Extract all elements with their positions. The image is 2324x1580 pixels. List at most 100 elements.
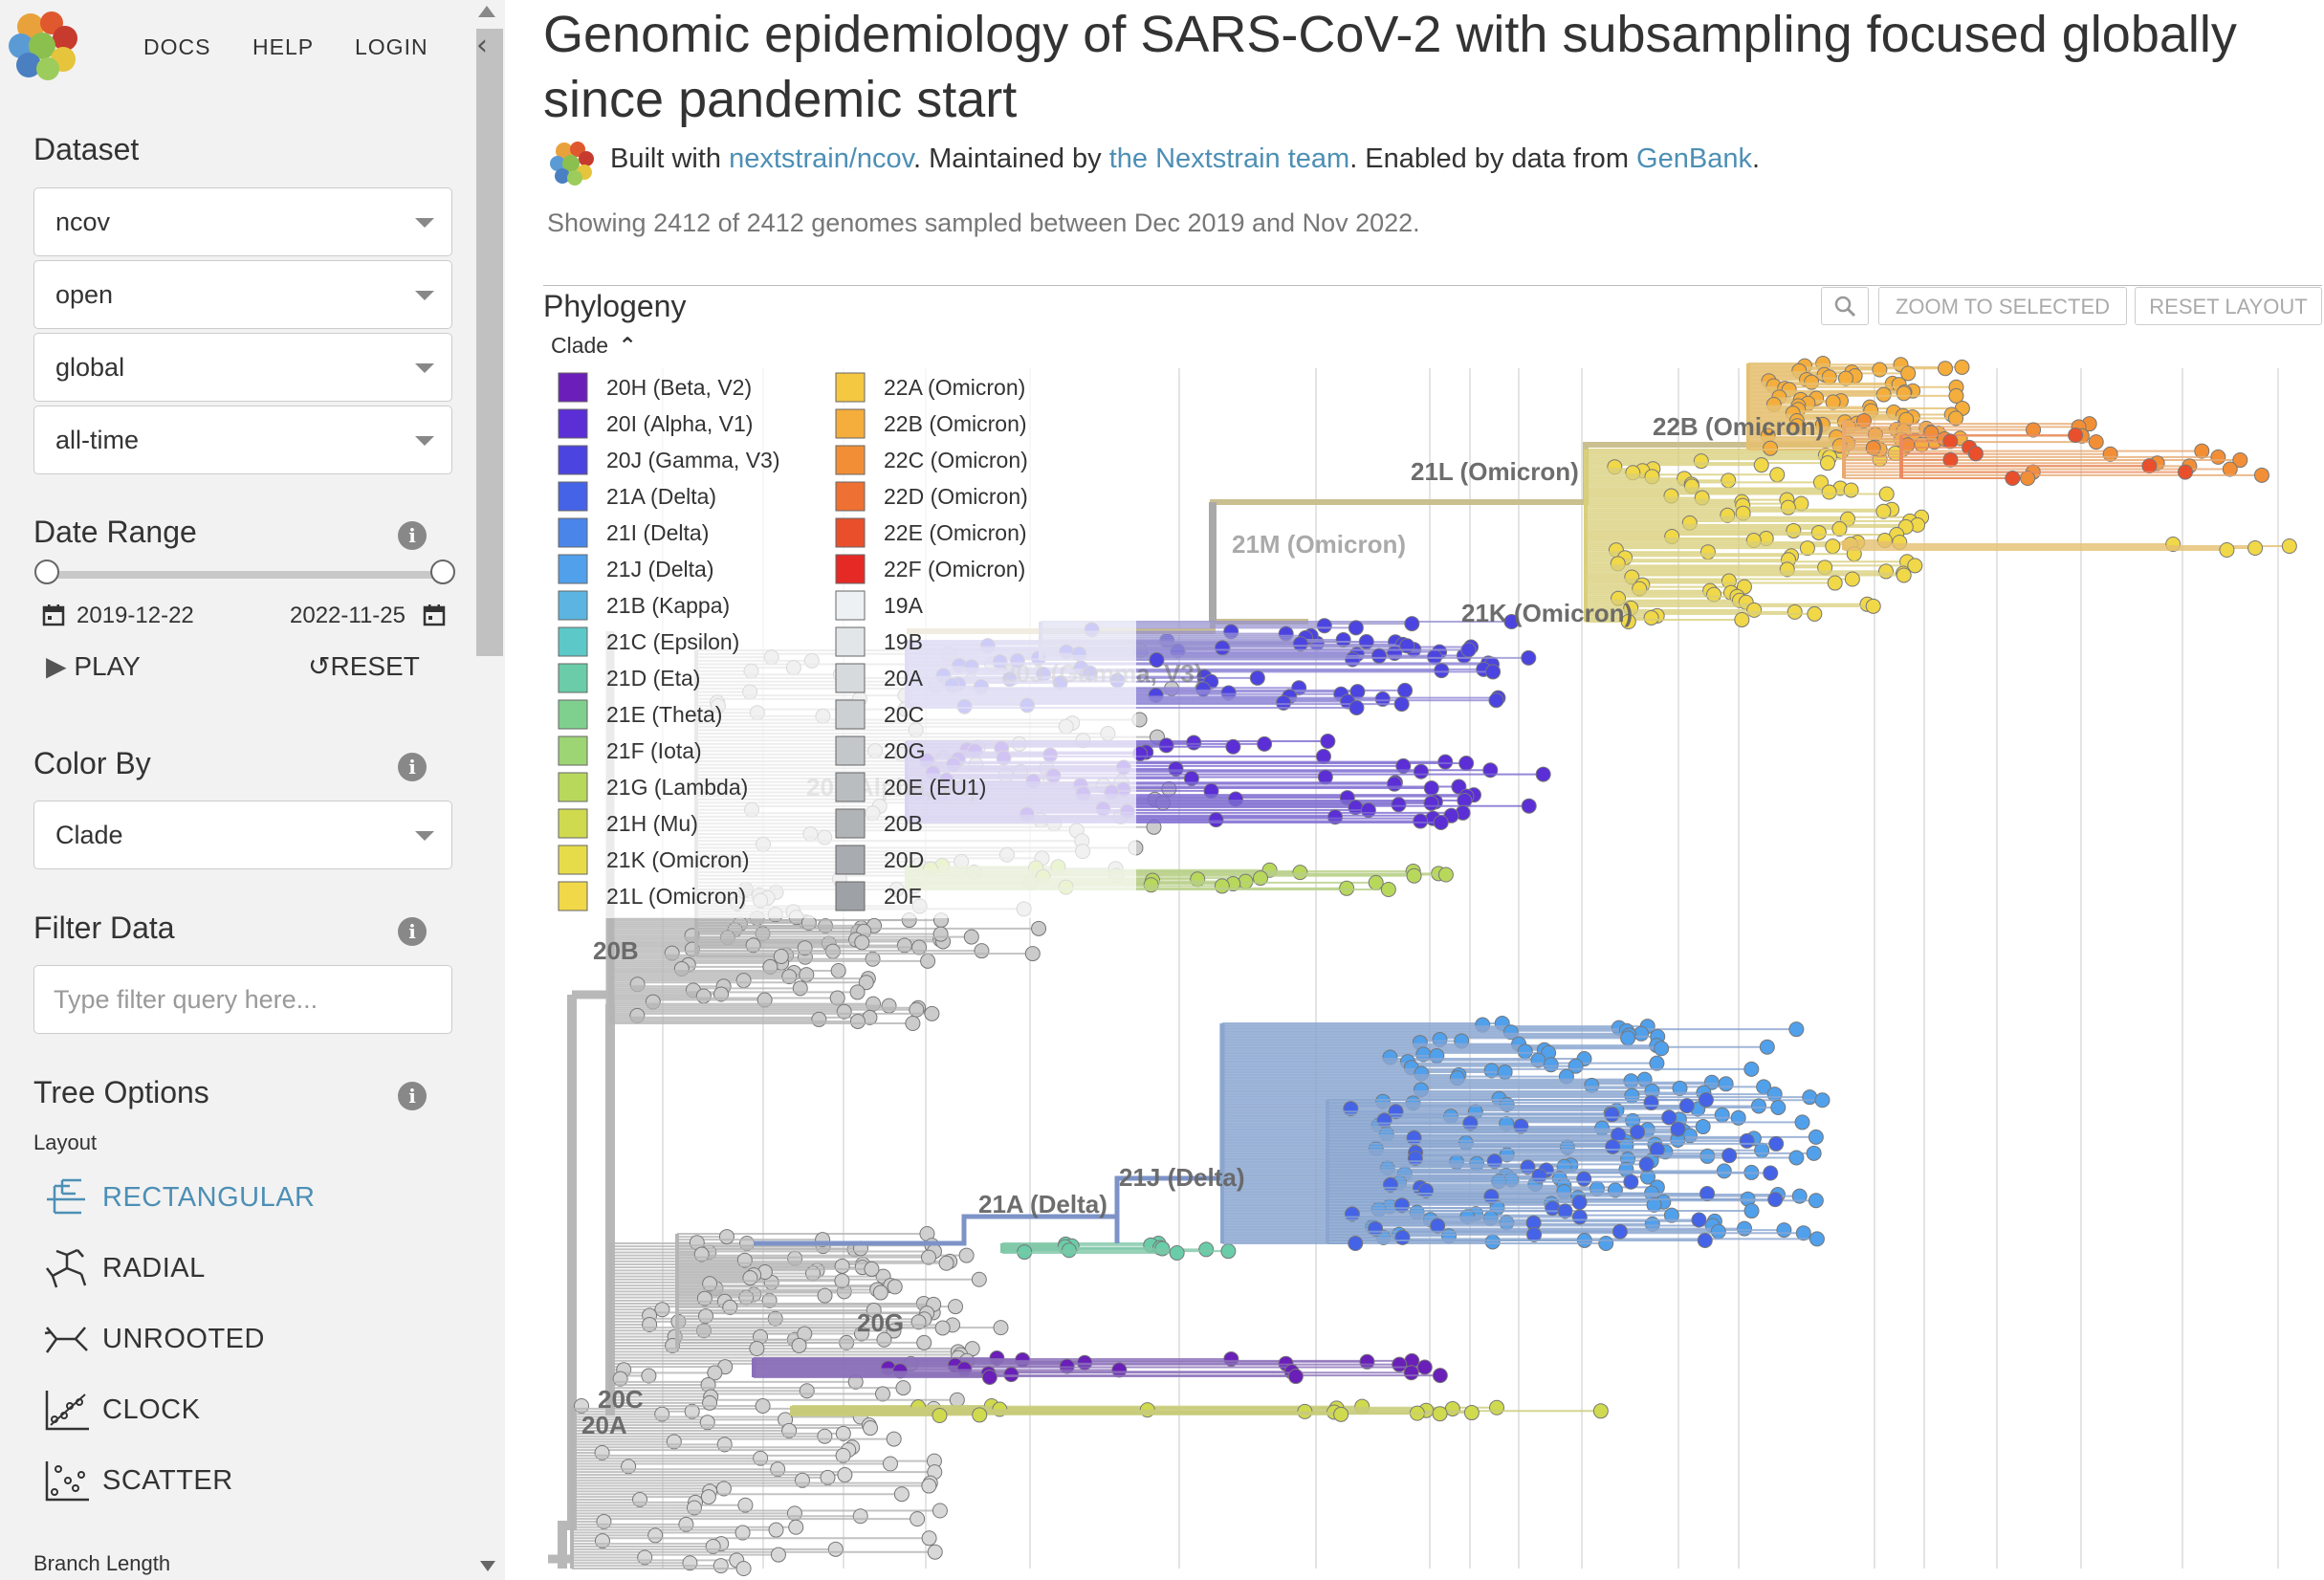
- legend-label[interactable]: 21I (Delta): [606, 520, 709, 545]
- tree-tip[interactable]: [1643, 1095, 1659, 1111]
- tree-tip[interactable]: [1406, 867, 1422, 884]
- tree-tip[interactable]: [1630, 1124, 1646, 1140]
- tree-tip[interactable]: [1780, 499, 1796, 516]
- legend-swatch[interactable]: [835, 517, 866, 548]
- tree-tip[interactable]: [963, 929, 979, 945]
- tree-tip[interactable]: [1794, 1114, 1810, 1130]
- tree-tip[interactable]: [1444, 1400, 1460, 1416]
- tree-tip[interactable]: [770, 1547, 786, 1563]
- play-button[interactable]: ▶ PLAY: [46, 650, 141, 682]
- tree-tip[interactable]: [773, 949, 789, 964]
- tree-tip[interactable]: [1806, 1145, 1822, 1161]
- tree-tip[interactable]: [1734, 611, 1750, 627]
- legend-label[interactable]: 21D (Eta): [606, 666, 700, 691]
- tree-tip[interactable]: [1223, 624, 1239, 640]
- legend-label[interactable]: 20E (EU1): [884, 775, 986, 800]
- tree-tip[interactable]: [642, 1317, 658, 1332]
- tree-tip[interactable]: [1699, 544, 1716, 560]
- tree-tip[interactable]: [768, 1522, 784, 1538]
- tree-tip[interactable]: [1875, 503, 1892, 519]
- tree-tip[interactable]: [799, 967, 815, 983]
- tree-tip[interactable]: [1358, 634, 1374, 650]
- tree-tip[interactable]: [1670, 1121, 1686, 1137]
- tree-tip[interactable]: [817, 1428, 833, 1444]
- tree-tip[interactable]: [799, 1383, 815, 1399]
- legend-swatch[interactable]: [835, 699, 866, 730]
- info-icon[interactable]: i: [398, 521, 427, 550]
- tree-tip[interactable]: [1427, 648, 1443, 665]
- tree-tip[interactable]: [2253, 467, 2269, 483]
- tree-tip[interactable]: [1149, 652, 1165, 668]
- tree-tip[interactable]: [1954, 359, 1970, 375]
- tree-tip[interactable]: [830, 963, 846, 978]
- tree-tip[interactable]: [1710, 1223, 1726, 1240]
- tree-tip[interactable]: [1865, 598, 1881, 614]
- tree-tip[interactable]: [875, 1386, 891, 1402]
- tree-tip[interactable]: [2141, 458, 2158, 474]
- tree-tip[interactable]: [1397, 682, 1414, 698]
- tree-tip[interactable]: [702, 1394, 718, 1411]
- tree-tip[interactable]: [1661, 1109, 1677, 1126]
- tree-tip[interactable]: [1316, 618, 1332, 634]
- zoom-to-selected-button[interactable]: ZOOM TO SELECTED: [1878, 287, 2127, 325]
- legend-label[interactable]: 22A (Omicron): [884, 375, 1025, 400]
- tree-tip[interactable]: [2219, 542, 2235, 558]
- legend-swatch[interactable]: [835, 845, 866, 875]
- tree-tip[interactable]: [2020, 471, 2036, 486]
- tree-tip[interactable]: [1942, 451, 1959, 468]
- tree-tip[interactable]: [1763, 440, 1779, 456]
- tree-tip[interactable]: [1423, 795, 1439, 811]
- legend-swatch[interactable]: [835, 445, 866, 475]
- tree-tip[interactable]: [1292, 636, 1308, 652]
- tree-tip[interactable]: [909, 1001, 925, 1018]
- tree-tip[interactable]: [932, 1408, 948, 1423]
- legend-label[interactable]: 19A: [884, 593, 924, 618]
- tree-tip[interactable]: [707, 1365, 723, 1381]
- tree-tip[interactable]: [920, 953, 936, 969]
- legend-label[interactable]: 19B: [884, 629, 923, 654]
- tree-tip[interactable]: [735, 1561, 752, 1576]
- legend-swatch[interactable]: [558, 590, 588, 621]
- tree-tip[interactable]: [1432, 1368, 1448, 1384]
- legend-swatch[interactable]: [835, 626, 866, 657]
- tree-tip[interactable]: [863, 1420, 879, 1437]
- tree-tip[interactable]: [858, 975, 874, 991]
- tree-tip[interactable]: [1825, 538, 1841, 555]
- legend-swatch[interactable]: [835, 735, 866, 766]
- tree-tip[interactable]: [1517, 1043, 1533, 1060]
- legend-label[interactable]: 21B (Kappa): [606, 593, 730, 618]
- tree-tip[interactable]: [2102, 446, 2118, 462]
- tree-tip[interactable]: [1557, 1203, 1573, 1219]
- legend-swatch[interactable]: [558, 626, 588, 657]
- legend-swatch[interactable]: [558, 699, 588, 730]
- legend-swatch[interactable]: [558, 372, 588, 403]
- nav-login[interactable]: LOGIN: [355, 34, 428, 59]
- tree-tip[interactable]: [835, 1425, 851, 1441]
- nav-docs[interactable]: DOCS: [143, 34, 211, 59]
- tree-tip[interactable]: [2088, 434, 2104, 450]
- tree-tip[interactable]: [1198, 1241, 1215, 1258]
- tree-tip[interactable]: [905, 1016, 921, 1031]
- tree-tip[interactable]: [1807, 605, 1823, 622]
- filter-input[interactable]: [33, 965, 452, 1034]
- tree-tip[interactable]: [1820, 455, 1836, 472]
- tree-tip[interactable]: [981, 1370, 998, 1385]
- legend-swatch[interactable]: [558, 881, 588, 911]
- tree-tip[interactable]: [921, 1249, 937, 1265]
- tree-tip[interactable]: [1024, 946, 1041, 962]
- legend-label[interactable]: 20D: [884, 847, 924, 872]
- tree-tip[interactable]: [1413, 763, 1429, 779]
- legend-label[interactable]: 20A: [884, 666, 924, 691]
- tree-tip[interactable]: [1802, 1089, 1818, 1106]
- tree-tip[interactable]: [852, 1508, 868, 1525]
- legend-swatch[interactable]: [558, 735, 588, 766]
- tree-tip[interactable]: [792, 980, 808, 997]
- legend-swatch[interactable]: [558, 663, 588, 693]
- tree-tip[interactable]: [1769, 467, 1786, 483]
- legend-label[interactable]: 20F: [884, 884, 922, 909]
- tree-tip[interactable]: [1158, 737, 1174, 754]
- date-slider-end-handle[interactable]: [430, 560, 455, 584]
- tree-tip[interactable]: [1592, 1403, 1609, 1419]
- color-by-select[interactable]: Clade: [33, 801, 452, 869]
- tree-tip[interactable]: [1031, 920, 1047, 936]
